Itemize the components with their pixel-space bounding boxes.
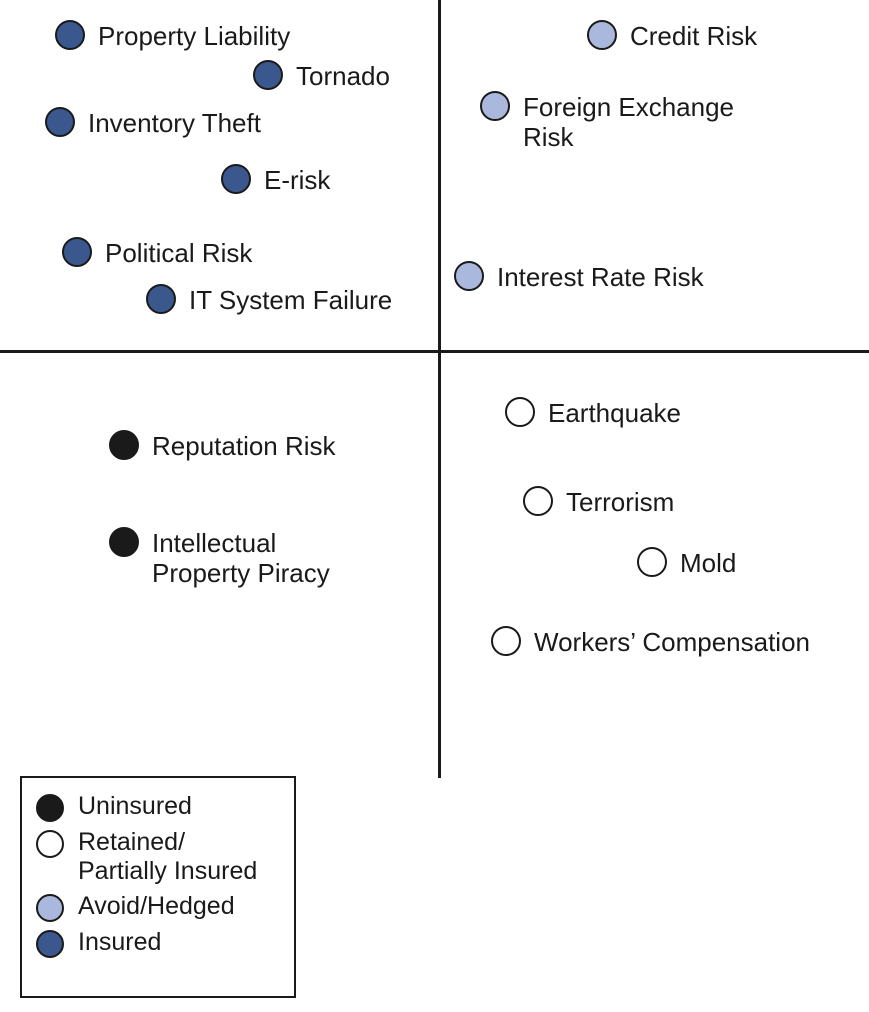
axis-vertical (438, 0, 441, 778)
fx-risk-marker (480, 91, 510, 121)
fx-risk-label: Foreign Exchange Risk (523, 93, 734, 153)
ip-piracy-label: Intellectual Property Piracy (152, 529, 330, 589)
it-system-failure-marker (146, 284, 176, 314)
it-system-failure-label: IT System Failure (189, 286, 392, 316)
workers-comp-marker (491, 626, 521, 656)
legend: Uninsured Retained/ Partially Insured Avoi… (20, 776, 296, 998)
legend-item-uninsured: Uninsured (36, 792, 280, 822)
legend-swatch-hedged (36, 894, 64, 922)
earthquake-marker (505, 397, 535, 427)
political-risk-marker (62, 237, 92, 267)
reputation-risk-label: Reputation Risk (152, 432, 336, 462)
legend-swatch-uninsured (36, 794, 64, 822)
legend-item-hedged: Avoid/Hedged (36, 892, 280, 922)
mold-label: Mold (680, 549, 736, 579)
legend-item-retained: Retained/ Partially Insured (36, 828, 280, 886)
reputation-risk-marker (109, 430, 139, 460)
mold-marker (637, 547, 667, 577)
political-risk-label: Political Risk (105, 239, 252, 269)
earthquake-label: Earthquake (548, 399, 681, 429)
interest-rate-risk-marker (454, 261, 484, 291)
terrorism-marker (523, 486, 553, 516)
legend-label-uninsured: Uninsured (78, 792, 192, 821)
tornado-marker (253, 60, 283, 90)
legend-label-insured: Insured (78, 928, 161, 957)
inventory-theft-marker (45, 107, 75, 137)
terrorism-label: Terrorism (566, 488, 674, 518)
axis-horizontal (0, 350, 869, 353)
e-risk-marker (221, 164, 251, 194)
ip-piracy-marker (109, 527, 139, 557)
property-liability-label: Property Liability (98, 22, 290, 52)
legend-label-retained: Retained/ Partially Insured (78, 828, 257, 886)
legend-swatch-retained (36, 830, 64, 858)
workers-comp-label: Workers’ Compensation (534, 628, 810, 658)
property-liability-marker (55, 20, 85, 50)
legend-label-hedged: Avoid/Hedged (78, 892, 235, 921)
inventory-theft-label: Inventory Theft (88, 109, 261, 139)
e-risk-label: E-risk (264, 166, 330, 196)
interest-rate-risk-label: Interest Rate Risk (497, 263, 704, 293)
legend-swatch-insured (36, 930, 64, 958)
credit-risk-label: Credit Risk (630, 22, 757, 52)
legend-item-insured: Insured (36, 928, 280, 958)
tornado-label: Tornado (296, 62, 390, 92)
credit-risk-marker (587, 20, 617, 50)
